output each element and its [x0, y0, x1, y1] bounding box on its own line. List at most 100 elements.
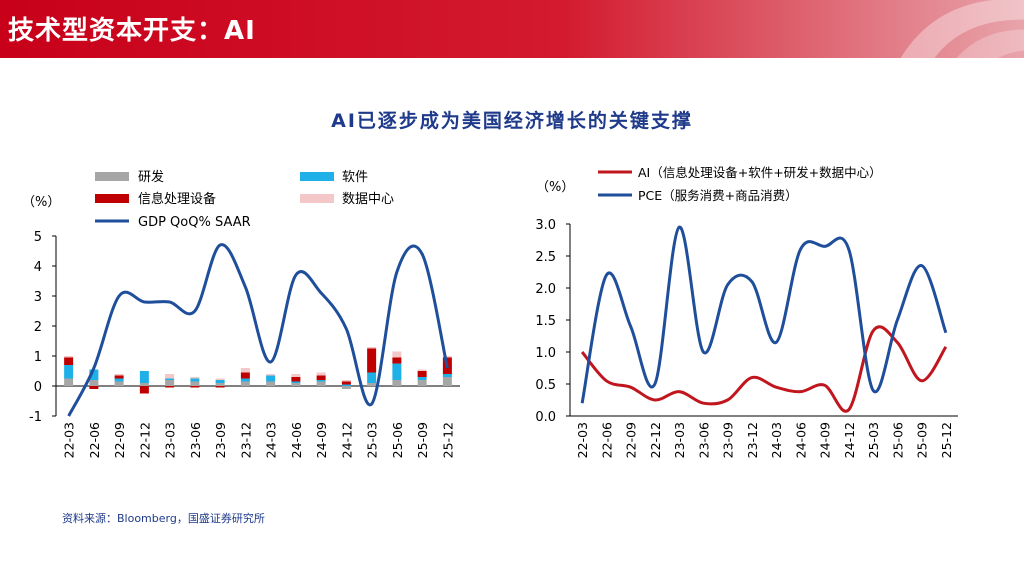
bar-research [114, 381, 124, 386]
bar-datacenter [442, 356, 452, 358]
chart1-x-tick-label: 24-09 [314, 422, 329, 458]
page-title: 技术型资本开支：AI [8, 16, 256, 46]
bar-equipment [417, 371, 427, 377]
legend-swatch-equipment [95, 194, 129, 203]
legend-label-software: 软件 [342, 170, 368, 185]
bar-research [89, 380, 99, 386]
chart1-x-tick-label: 25-06 [390, 422, 405, 458]
legend-label-research: 研发 [138, 169, 164, 185]
bar-datacenter [392, 351, 402, 358]
chart-subtitle: AI已逐步成为美国经济增长的关键支撑 [331, 110, 693, 132]
bar-equipment [114, 375, 124, 379]
bar-datacenter [266, 374, 276, 376]
bar-software [291, 381, 301, 383]
bar-software [442, 374, 452, 377]
chart1-x-tick-label: 22-09 [112, 422, 127, 458]
chart1-x-tick-label: 22-12 [137, 422, 152, 458]
bar-research [367, 383, 377, 386]
bar-equipment [215, 386, 225, 388]
logo-decoration [900, 0, 1024, 58]
legend-swatch-software [300, 172, 334, 181]
bar-software [266, 375, 276, 382]
bar-software [165, 378, 175, 380]
bar-equipment [165, 386, 175, 388]
chart1-x-tick-label: 23-06 [188, 422, 203, 458]
bar-software [316, 380, 326, 382]
bar-research [165, 380, 175, 386]
bar-software [240, 378, 250, 382]
bar-software [367, 372, 377, 383]
bar-research [341, 386, 351, 389]
legend-swatch-research [95, 172, 129, 181]
bar-software [139, 371, 149, 383]
chart1-x-tick-label: 23-03 [163, 422, 178, 458]
bar-research [215, 383, 225, 386]
chart1-x-tick-label: 22-06 [87, 422, 102, 458]
bar-datacenter [367, 347, 377, 349]
bar-datacenter [417, 369, 427, 371]
chart1-unit-label: （%） [22, 195, 60, 210]
chart1-x-tick-label: 22-03 [62, 422, 77, 458]
bar-research [392, 380, 402, 386]
chart1-x-tick-label: 23-12 [238, 422, 253, 458]
bar-research [442, 377, 452, 386]
bar-software [215, 380, 225, 383]
chart1-y-tick-label: -1 [29, 410, 42, 425]
bar-research [266, 381, 276, 386]
legend-label-gdp: GDP QoQ% SAAR [138, 215, 251, 230]
bar-datacenter [341, 380, 351, 382]
bar-research [291, 383, 301, 386]
bar-datacenter [165, 374, 175, 379]
chart1-x-tick-label: 24-03 [264, 422, 279, 458]
bar-equipment [240, 372, 250, 379]
bar-datacenter [291, 374, 301, 377]
bar-datacenter [215, 378, 225, 380]
chart1-y-tick-label: 1 [34, 350, 42, 365]
bar-equipment [316, 375, 326, 380]
bar-research [240, 381, 250, 386]
bar-equipment [64, 357, 74, 365]
bar-research [64, 378, 74, 386]
gdp-line [67, 243, 449, 417]
legend-label-datacenter: 数据中心 [342, 192, 394, 207]
bar-equipment [190, 386, 200, 388]
chart1-y-tick-label: 4 [34, 260, 42, 275]
bar-software [417, 377, 427, 380]
bar-software [114, 378, 124, 382]
legend-label-equipment: 信息处理设备 [138, 191, 216, 207]
bar-software [392, 363, 402, 380]
bar-research [190, 381, 200, 386]
bar-research [139, 383, 149, 386]
bar-datacenter [240, 368, 250, 373]
chart1-x-tick-label: 25-12 [440, 422, 455, 458]
chart1-y-tick-label: 0 [34, 380, 42, 395]
chart1-x-tick-label: 25-03 [365, 422, 380, 458]
chart1-x-tick-label: 24-06 [289, 422, 304, 458]
chart1-x-tick-label: 25-09 [415, 422, 430, 458]
bar-datacenter [64, 356, 74, 358]
bar-research [417, 380, 427, 386]
bar-datacenter [190, 377, 200, 379]
bar-software [190, 378, 200, 382]
chart1-x-tick-label: 23-09 [213, 422, 228, 458]
chart1-y-tick-label: 2 [34, 320, 42, 335]
bar-equipment [291, 377, 301, 382]
bar-software [64, 365, 74, 379]
source-note: 资料来源：Bloomberg，国盛证券研究所 [62, 512, 265, 525]
chart1-y-tick-label: 3 [34, 290, 42, 305]
bar-equipment [341, 381, 351, 385]
chart1-x-tick-label: 24-12 [339, 422, 354, 458]
bar-equipment [89, 386, 99, 389]
header-bar: 技术型资本开支：AI [0, 0, 1024, 58]
bar-equipment [367, 348, 377, 373]
bar-research [316, 381, 326, 386]
bar-software [341, 384, 351, 386]
bar-datacenter [114, 374, 124, 376]
chart1-y-tick-label: 5 [34, 230, 42, 245]
legend-swatch-datacenter [300, 194, 334, 203]
bar-software [89, 369, 99, 380]
bar-datacenter [316, 372, 326, 376]
bar-equipment [392, 357, 402, 364]
bar-equipment [139, 386, 149, 394]
